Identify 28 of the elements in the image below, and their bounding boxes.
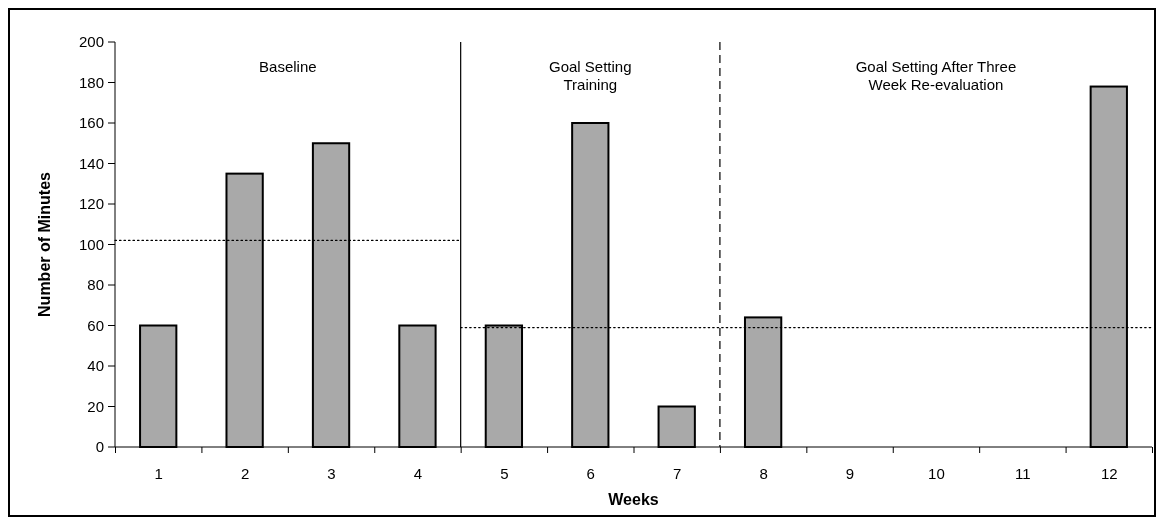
x-tick-label: 8 <box>759 464 768 482</box>
y-tick-label: 180 <box>78 73 104 91</box>
x-tick-label: 9 <box>845 464 855 482</box>
annotation: Goal Setting After Three Week Re-evaluation <box>855 58 1017 93</box>
x-tick-label: 6 <box>586 464 595 482</box>
x-tick-label: 1 <box>154 464 163 482</box>
y-tick-label: 40 <box>87 357 104 375</box>
x-tick-label: 4 <box>413 464 423 482</box>
y-tick-label: 200 <box>78 33 104 51</box>
y-axis-title: Number of Minutes <box>36 171 53 317</box>
annotation: Baseline <box>259 58 317 75</box>
x-tick-label: 7 <box>673 464 682 482</box>
x-tick-label: 5 <box>500 464 509 482</box>
y-tick-label: 60 <box>87 316 104 334</box>
y-tick-label: 0 <box>95 438 104 456</box>
x-tick-label: 11 <box>1015 464 1031 482</box>
annotation: Goal Setting Training <box>549 58 632 93</box>
x-tick-label: 2 <box>240 464 250 482</box>
x-tick-label: 10 <box>928 464 945 482</box>
y-tick-label: 140 <box>78 154 104 172</box>
y-tick-label: 80 <box>87 276 104 294</box>
x-axis-title: Weeks <box>608 491 659 508</box>
x-tick-label: 12 <box>1100 464 1118 482</box>
y-tick-label: 20 <box>87 397 104 415</box>
y-tick-label: 100 <box>78 235 104 253</box>
y-tick-label: 160 <box>78 114 104 132</box>
y-tick-label: 120 <box>78 195 104 213</box>
x-tick-label: 3 <box>327 464 336 482</box>
